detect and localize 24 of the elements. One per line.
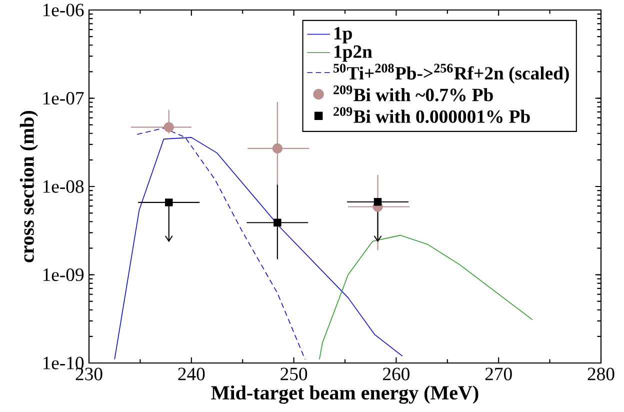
y-tick-label: 1e-10: [43, 356, 84, 370]
x-tick-label: 250: [280, 368, 308, 380]
point: [272, 143, 282, 154]
legend-label: 1p2n: [334, 45, 372, 62]
line-series: [319, 234, 533, 360]
point: [164, 122, 174, 132]
x-axis-title: Mid-target beam energy (MeV): [211, 385, 478, 404]
legend-label: 1p: [334, 27, 352, 44]
legend-label: $^{50}$Ti+$^{208}$Pb->$^{256}$Rf+2n (scaled): [334, 64, 569, 84]
y-axis-title: cross section (mb): [20, 110, 38, 262]
x-tick-label: 280: [588, 368, 614, 380]
y-tick-label: 1e-09: [43, 268, 84, 282]
y-tick-label: 1e-08: [43, 180, 84, 193]
point: [165, 198, 173, 206]
y-tick-label: 1e-07: [43, 92, 84, 105]
point: [374, 198, 382, 206]
x-tick-label: 260: [383, 368, 410, 380]
legend-label: $^{209}$Bi with 0.000001% Pb: [334, 107, 530, 124]
legend-label: $^{209}$Bi with ~0.7% Pb: [334, 85, 493, 102]
x-tick-label: 230: [76, 368, 102, 380]
x-tick-label: 270: [485, 368, 512, 380]
x-tick-label: 240: [178, 368, 205, 380]
y-tick-label: 1e-06: [43, 4, 84, 16]
point: [274, 218, 282, 226]
